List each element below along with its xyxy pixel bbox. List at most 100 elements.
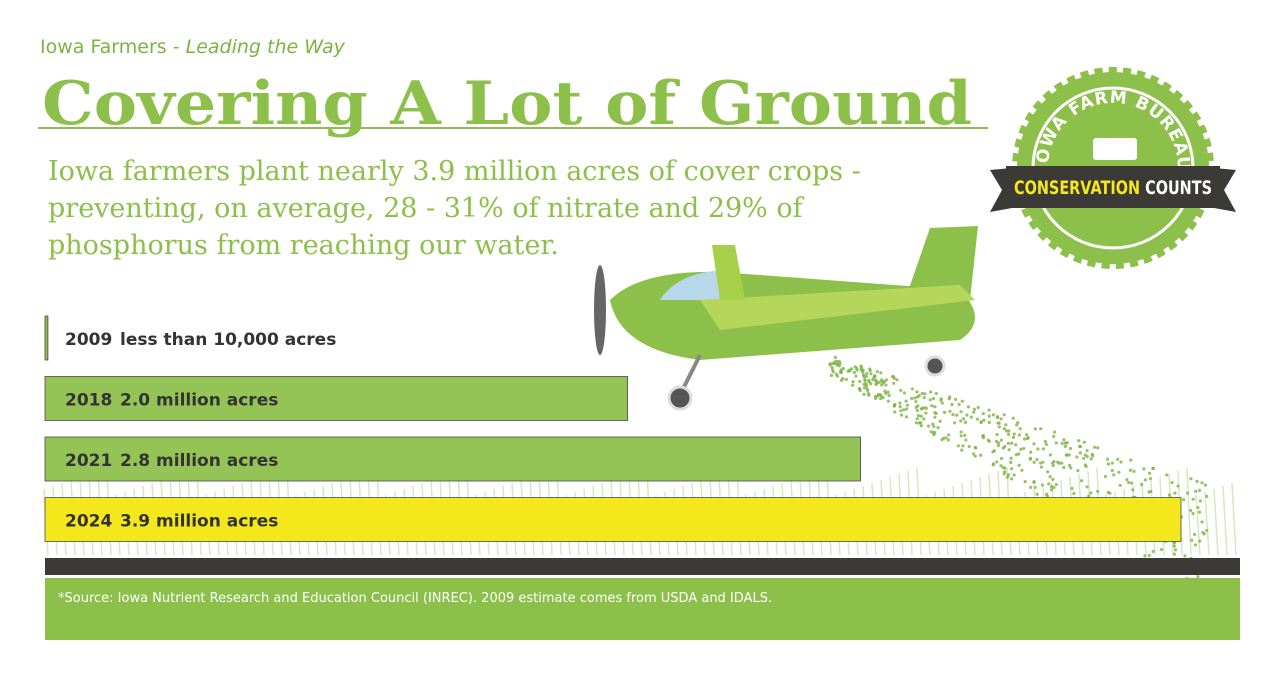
crop-stalk <box>1231 482 1237 556</box>
spray-dot <box>1012 432 1016 436</box>
spray-dot <box>1205 494 1209 498</box>
spray-dot <box>1118 483 1122 488</box>
spray-dot <box>915 417 919 421</box>
spray-dot <box>1106 462 1111 466</box>
spray-dot <box>959 434 963 438</box>
spray-dot <box>864 374 869 379</box>
spray-dot <box>1062 465 1066 470</box>
spray-dot <box>961 444 965 448</box>
spray-dot <box>841 366 845 371</box>
spray-dot <box>1128 468 1133 472</box>
spray-dot <box>1003 444 1007 449</box>
spray-dot <box>914 421 918 425</box>
spray-dot <box>915 408 919 413</box>
spray-dot <box>905 403 909 407</box>
spray-dot <box>839 378 844 382</box>
spray-dot <box>1039 465 1044 469</box>
spray-dot <box>971 452 976 456</box>
spray-dot <box>979 420 983 424</box>
spray-dot <box>873 378 878 382</box>
spray-dot <box>946 438 950 442</box>
spray-dot <box>999 417 1003 421</box>
spray-dot <box>1032 480 1036 484</box>
spray-dot <box>910 387 914 391</box>
source-note: *Source: Iowa Nutrient Research and Educ… <box>58 591 772 606</box>
spray-dot <box>835 374 840 378</box>
spray-dot <box>849 367 854 371</box>
spray-dot <box>873 374 877 378</box>
spray-dot <box>1069 466 1073 470</box>
spray-dot <box>922 406 926 410</box>
spray-dot <box>987 414 991 418</box>
spray-dot <box>947 397 951 401</box>
bar-value-label: 3.9 million acres <box>120 512 278 532</box>
spray-dot <box>919 424 923 428</box>
spray-dot <box>991 413 995 417</box>
footer <box>45 578 1240 640</box>
spray-dot <box>1032 442 1036 446</box>
spray-dot <box>832 362 837 366</box>
spray-dot <box>956 444 960 448</box>
spray-dot <box>1140 482 1144 487</box>
crop-stalk <box>1222 485 1228 556</box>
spray-dot <box>904 415 909 419</box>
spray-dot <box>1035 492 1039 496</box>
airplane <box>594 226 1209 590</box>
spray-dot <box>1005 429 1009 433</box>
bar <box>44 497 1182 542</box>
spray-dot <box>975 417 980 421</box>
spray-dot <box>891 375 896 379</box>
spray-dot <box>863 379 867 383</box>
spray-dot <box>954 397 958 401</box>
spray-dot <box>987 420 991 425</box>
bar-category: 2024 <box>65 512 112 532</box>
spray-dot <box>976 405 980 410</box>
spray-dot <box>919 407 924 411</box>
spray-dot <box>1082 456 1086 461</box>
spray-dot <box>928 390 933 394</box>
spray-dot <box>914 399 918 404</box>
bar-category: 2009 <box>65 330 112 350</box>
spray-dot <box>1200 481 1204 485</box>
spray-dot <box>1040 483 1044 487</box>
spray-dot <box>862 392 866 397</box>
spray-dot <box>1176 484 1180 488</box>
spray-dot <box>940 401 944 405</box>
lead-text: Iowa Farmers - <box>40 36 186 58</box>
spray-dot <box>1009 460 1013 464</box>
spray-dot <box>887 393 891 398</box>
spray-dot <box>1190 538 1194 542</box>
spray-dot <box>947 433 951 437</box>
spray-dot <box>1189 508 1193 513</box>
spray-dot <box>1196 574 1200 579</box>
spray-dot <box>966 405 971 409</box>
spray-dot <box>1079 479 1084 483</box>
spray-dot <box>1172 552 1176 556</box>
spray-dot <box>1089 491 1093 495</box>
spray-dot <box>1035 457 1039 462</box>
banner-right: COUNTS <box>1145 177 1212 199</box>
spray-dot <box>1029 485 1033 489</box>
spray-dot <box>934 391 938 396</box>
spray-dot <box>862 386 867 390</box>
spray-dot <box>1143 554 1147 558</box>
spray-dot <box>1165 473 1169 477</box>
spray-dot <box>957 402 961 407</box>
spray-dot <box>1009 467 1014 471</box>
spray-dot <box>1131 488 1135 492</box>
spray-dot <box>883 389 887 393</box>
spray-dot <box>1010 441 1014 445</box>
spray-dot <box>1047 482 1051 486</box>
spray-dot <box>1039 427 1043 431</box>
spray-dot <box>830 365 834 370</box>
spray-dot <box>994 439 999 444</box>
spray-dot <box>1036 447 1040 451</box>
spray-dot <box>1106 457 1110 461</box>
spray-dot <box>1090 452 1095 456</box>
spray-dot <box>1082 440 1086 444</box>
spray-dot <box>851 383 855 387</box>
crop-stalk <box>1213 488 1219 556</box>
spray-dot <box>1070 486 1074 491</box>
spray-dot <box>1007 448 1011 452</box>
spray-dot <box>938 419 942 423</box>
